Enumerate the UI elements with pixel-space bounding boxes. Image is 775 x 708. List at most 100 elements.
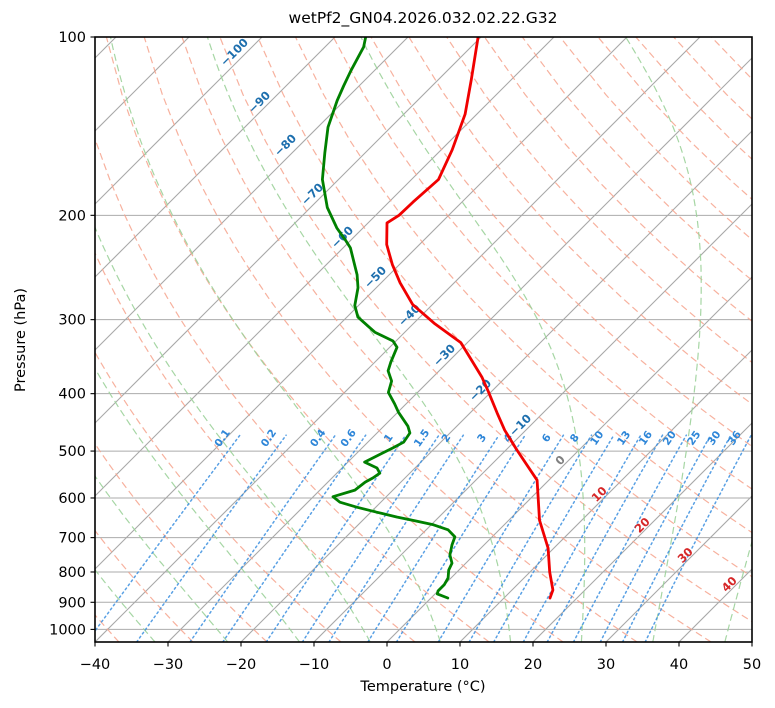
y-axis-tick-label: 500 [58,444,86,460]
isotherm-line [240,130,752,642]
isotherm-line [678,568,752,642]
dry-adiabat [257,37,752,578]
isotherm-line [95,37,628,570]
dry-adiabat-lines [95,37,752,642]
isotherm-label: 10 [589,484,610,505]
isotherm-label: −10 [506,411,534,439]
mixing-ratio-line [265,434,407,642]
mixing-ratio-line [492,434,615,642]
isotherm-label: 40 [719,574,740,595]
mixing-ratio-label: 25 [685,429,703,448]
dry-adiabat [521,37,752,281]
mixing-ratio-line [222,434,367,642]
axis-ticks [90,36,753,647]
mixing-ratio-label: 1 [382,432,396,445]
mixing-ratio-line [546,434,664,642]
x-axis-tick-label: −40 [80,657,111,673]
dry-adiabat [95,529,194,642]
isotherm-line [313,203,752,642]
isotherm-label: −100 [217,35,251,69]
mixing-ratio-label: 16 [637,429,655,448]
x-axis-tick-label: 40 [670,657,688,673]
y-axis-tick-label: 800 [58,565,86,581]
mixing-ratio-line [621,434,732,642]
isotherm-line [95,37,336,278]
dry-adiabat [559,37,752,241]
isotherm-line [95,37,482,424]
moist-adiabat [95,475,229,642]
isotherm-label: −40 [395,301,423,329]
dry-adiabat [748,37,752,41]
moist-adiabat [360,37,586,642]
mixing-ratio-line [189,434,337,642]
moist-adiabat [206,37,512,642]
y-axis-tick-label: 200 [58,208,86,224]
dry-adiabat [484,37,752,322]
mixing-ratio-line [572,434,688,642]
pressure-gridlines [95,214,752,630]
mixing-ratio-line [468,434,593,642]
y-axis-tick-label: 100 [58,30,86,46]
isotherm-label: −20 [466,376,494,404]
mixing-ratio-label: 0.6 [338,427,359,449]
mixing-ratio-label: 3 [475,432,489,445]
dry-adiabat [95,442,268,642]
dry-adiabat [181,37,712,642]
x-axis-tick-label: 10 [451,657,469,673]
x-axis-tick-label: 0 [382,657,391,673]
isotherm-line [386,276,752,642]
x-axis-tick-label: 20 [524,657,542,673]
mixing-ratio-label: 6 [540,432,554,445]
dry-adiabat [635,37,752,160]
moist-adiabat [625,37,702,642]
mixing-ratio-label: 30 [705,429,723,448]
dewpoint-curve [321,37,457,600]
dry-adiabat [143,37,638,642]
mixing-ratio-line [328,434,465,642]
x-axis-tick-label: −10 [299,657,330,673]
moist-adiabat [724,539,752,642]
isotherm-label: −50 [361,263,389,291]
plot-frame [94,36,753,643]
axis-tick-labels: −40 −30 −20 −10 0 10 20 30 40 5010020030040050060… [49,30,761,673]
y-axis-tick-label: 300 [58,313,86,329]
y-axis-tick-label: 700 [58,531,86,547]
dry-adiabat [294,37,752,534]
isotherm-label: 20 [632,515,653,536]
isotherm-label: 0 [552,452,568,468]
temperature-curve [385,37,555,600]
isotherm-line [532,422,752,642]
mixing-ratio-line [599,434,712,642]
mixing-ratio-label: 10 [588,429,606,448]
x-axis-tick-label: 30 [597,657,615,673]
mixing-ratio-label: 0.4 [308,427,329,449]
isotherm-lines [95,37,752,642]
mixing-ratio-line [95,434,241,633]
y-axis-tick-label: 900 [58,595,86,611]
moist-adiabat [95,367,300,642]
mixing-ratio-label: 36 [726,429,744,448]
isotherm-line [605,495,752,642]
mixing-ratio-label: 2 [439,432,453,445]
y-axis-label: Pressure (hPa) [13,288,29,392]
sounding-curves [321,37,555,600]
dry-adiabat [95,251,416,642]
mixing-ratio-line [437,434,565,642]
mixing-ratio-line [301,434,440,642]
dry-adiabat [370,37,752,448]
dry-adiabat [710,37,752,80]
isotherm-line [459,349,752,642]
y-axis-tick-label: 400 [58,387,86,403]
x-axis-tick-label: −30 [153,657,184,673]
moist-adiabat [95,568,156,642]
dry-adiabat [332,37,752,490]
isotherm-line [95,37,701,642]
moist-adiabat [95,225,371,642]
isotherm-line [751,641,752,642]
mixing-ratio-label: 13 [615,429,633,448]
mixing-ratio-line [367,434,500,642]
isotherm-label: −90 [245,88,273,116]
x-axis-label: Temperature (°C) [359,679,485,695]
